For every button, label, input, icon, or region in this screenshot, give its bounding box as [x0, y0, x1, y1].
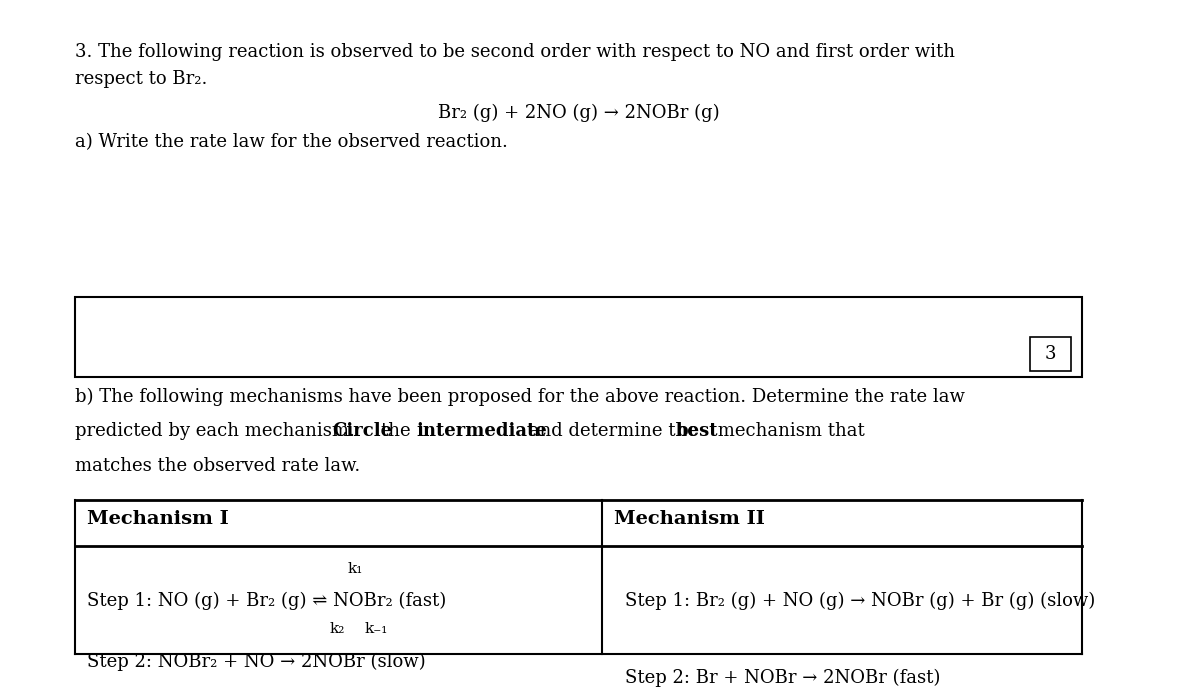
Text: predicted by each mechanism.: predicted by each mechanism.	[76, 422, 361, 440]
Text: k₂: k₂	[330, 622, 346, 636]
Text: Step 1: Br₂ (g) + NO (g) → NOBr (g) + Br (g) (slow): Step 1: Br₂ (g) + NO (g) → NOBr (g) + Br…	[625, 592, 1096, 611]
Text: intermediate: intermediate	[416, 422, 547, 440]
Text: and determine the: and determine the	[523, 422, 704, 440]
Text: Step 2: Br + NOBr → 2NOBr (fast): Step 2: Br + NOBr → 2NOBr (fast)	[625, 669, 941, 687]
Text: 3: 3	[1045, 345, 1056, 363]
FancyBboxPatch shape	[1031, 337, 1070, 370]
Text: respect to Br₂.: respect to Br₂.	[76, 70, 208, 88]
Text: Step 1: NO (g) + Br₂ (g) ⇌ NOBr₂ (fast): Step 1: NO (g) + Br₂ (g) ⇌ NOBr₂ (fast)	[86, 592, 446, 611]
Text: 3. The following reaction is observed to be second order with respect to NO and : 3. The following reaction is observed to…	[76, 43, 955, 61]
Text: Step 2: NOBr₂ + NO → 2NOBr (slow): Step 2: NOBr₂ + NO → 2NOBr (slow)	[86, 653, 426, 671]
FancyBboxPatch shape	[76, 297, 1082, 377]
Text: k₁: k₁	[347, 562, 362, 576]
Text: a) Write the rate law for the observed reaction.: a) Write the rate law for the observed r…	[76, 133, 508, 152]
Text: k₋₁: k₋₁	[365, 622, 388, 636]
Text: Br₂ (g) + 2NO (g) → 2NOBr (g): Br₂ (g) + 2NO (g) → 2NOBr (g)	[438, 104, 720, 122]
Text: Circle: Circle	[332, 422, 392, 440]
Text: matches the observed rate law.: matches the observed rate law.	[76, 457, 360, 475]
Text: best: best	[676, 422, 719, 440]
Text: Mechanism II: Mechanism II	[613, 510, 764, 528]
Text: Mechanism I: Mechanism I	[86, 510, 228, 528]
Text: mechanism that: mechanism that	[712, 422, 865, 440]
Text: b) The following mechanisms have been proposed for the above reaction. Determine: b) The following mechanisms have been pr…	[76, 387, 965, 405]
Text: the: the	[380, 422, 416, 440]
